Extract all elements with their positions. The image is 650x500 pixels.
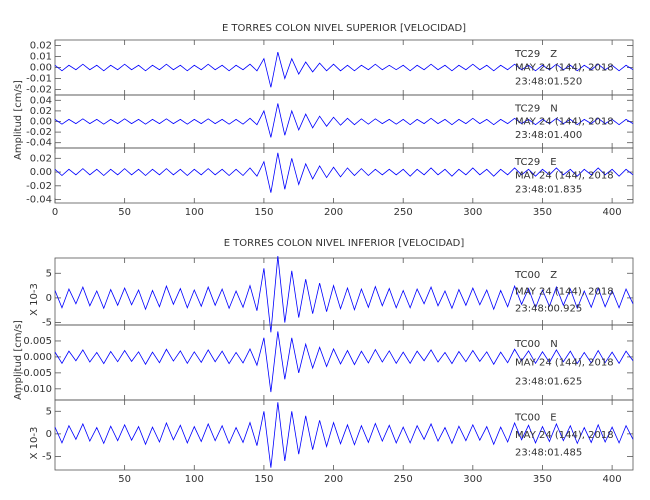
waveform xyxy=(54,331,634,393)
date-label: MAY 24 (144), 2018 xyxy=(515,63,614,74)
station-label: TC29 Z xyxy=(514,49,557,60)
y-tick-label: 0 xyxy=(46,429,52,440)
x-tick-label: 250 xyxy=(394,474,413,485)
component: E xyxy=(550,413,556,424)
x-tick-label: 150 xyxy=(254,474,273,485)
station: TC29 xyxy=(514,103,540,114)
y-tick-label: 0.02 xyxy=(30,106,52,117)
unit-label: X 10-3 xyxy=(29,427,40,460)
y-tick-label: -0.01 xyxy=(26,74,52,85)
time-label: 23:48:00.925 xyxy=(515,303,582,314)
waveform xyxy=(54,255,634,333)
y-tick-label: 0.00 xyxy=(30,63,52,74)
x-tick-label: 350 xyxy=(533,207,552,218)
time-label: 23:48:01.835 xyxy=(515,184,582,195)
y-tick-label: 0.01 xyxy=(30,52,52,63)
x-tick-label: 150 xyxy=(254,207,273,218)
station-label: TC29 N xyxy=(514,103,558,114)
x-tick-label: 0 xyxy=(52,207,58,218)
y-tick-label: -0.010 xyxy=(20,384,52,395)
y-tick-label: -0.02 xyxy=(26,127,52,138)
time-label: 23:48:01.520 xyxy=(515,76,582,87)
time-label: 23:48:01.485 xyxy=(515,448,582,459)
x-tick-label: 250 xyxy=(394,207,413,218)
x-tick-label: 350 xyxy=(533,474,552,485)
date-label: MAY 24 (144), 2018 xyxy=(515,117,614,128)
x-tick-label: 50 xyxy=(118,474,131,485)
date-label: MAY 24 (144), 2018 xyxy=(515,171,614,182)
waveform xyxy=(54,51,634,88)
y-tick-label: -0.04 xyxy=(26,138,52,149)
y-tick-label: 0.005 xyxy=(23,336,52,347)
x-tick-label: 300 xyxy=(463,474,482,485)
date-label: MAY 24 (144), 2018 xyxy=(515,430,614,441)
component: N xyxy=(550,339,557,350)
x-tick-label: 400 xyxy=(603,207,622,218)
station: TC29 xyxy=(514,157,540,168)
component: E xyxy=(550,157,556,168)
x-tick-label: 400 xyxy=(603,474,622,485)
date-label: MAY 24 (144), 2018 xyxy=(515,358,614,369)
y-tick-label: 0.02 xyxy=(30,41,52,52)
time-label: 23:48:01.400 xyxy=(515,130,582,141)
y-tick-label: 0.04 xyxy=(30,95,52,106)
waveform xyxy=(54,103,634,138)
station: TC00 xyxy=(514,339,540,350)
time-label: 23:48:01.625 xyxy=(515,376,582,387)
chart-title: E TORRES COLON NIVEL SUPERIOR [VELOCIDAD… xyxy=(222,23,466,34)
station-label: TC00 Z xyxy=(514,270,557,281)
y-tick-label: 0 xyxy=(46,293,52,304)
y-tick-label: 5 xyxy=(46,268,52,279)
unit-label: X 10-3 xyxy=(29,283,40,316)
y-tick-label: 0.00 xyxy=(30,167,52,178)
y-tick-label: -5 xyxy=(42,451,52,462)
y-tick-label: 0.02 xyxy=(30,153,52,164)
date-label: MAY 24 (144), 2018 xyxy=(515,287,614,298)
panel-frame xyxy=(54,399,634,471)
chart-title: E TORRES COLON NIVEL INFERIOR [VELOCIDAD… xyxy=(224,238,465,249)
station: TC00 xyxy=(514,270,540,281)
y-axis-label: Amplitud [cm/s] xyxy=(13,80,24,160)
y-tick-label: -5 xyxy=(42,318,52,329)
waveform xyxy=(54,152,634,193)
waveform xyxy=(54,402,634,468)
station: TC29 xyxy=(514,49,540,60)
y-tick-label: -0.02 xyxy=(26,181,52,192)
x-tick-label: 200 xyxy=(324,207,343,218)
component: N xyxy=(550,103,557,114)
y-tick-label: 0.00 xyxy=(30,117,52,128)
y-tick-label: -0.02 xyxy=(26,85,52,96)
station-label: TC00 N xyxy=(514,339,558,350)
station: TC00 xyxy=(514,413,540,424)
x-tick-label: 50 xyxy=(118,207,131,218)
x-tick-label: 200 xyxy=(324,474,343,485)
panel-frame xyxy=(54,147,634,204)
x-tick-label: 300 xyxy=(463,207,482,218)
y-tick-label: 0.000 xyxy=(23,352,52,363)
y-tick-label: -0.04 xyxy=(26,195,52,206)
component: Z xyxy=(550,270,557,281)
x-tick-label: 100 xyxy=(185,207,204,218)
x-tick-label: 100 xyxy=(185,474,204,485)
station-label: TC00 E xyxy=(514,413,557,424)
y-tick-label: 5 xyxy=(46,406,52,417)
y-tick-label: -0.005 xyxy=(20,368,52,379)
component: Z xyxy=(550,49,557,60)
station-label: TC29 E xyxy=(514,157,557,168)
y-axis-label: Amplitud [cm/s] xyxy=(13,320,24,400)
